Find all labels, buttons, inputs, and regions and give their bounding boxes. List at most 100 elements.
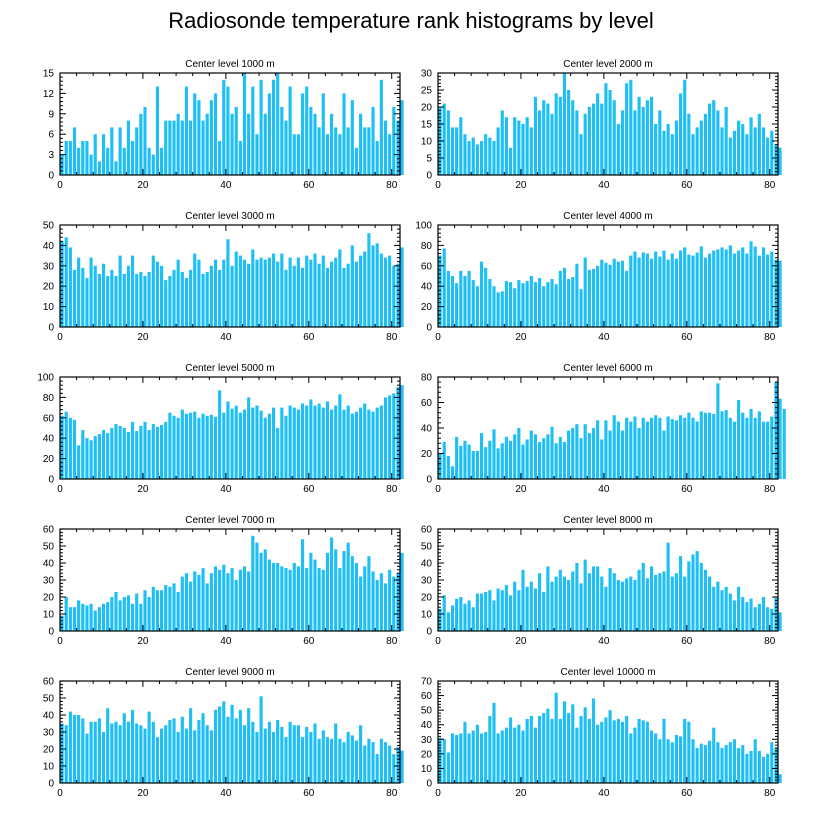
bar bbox=[720, 411, 724, 479]
bar bbox=[691, 134, 695, 175]
bar bbox=[645, 421, 649, 479]
bar bbox=[367, 409, 371, 479]
bar bbox=[620, 260, 625, 327]
bar bbox=[538, 110, 542, 175]
bar bbox=[455, 436, 459, 479]
y-tick-label: 10 bbox=[421, 610, 433, 621]
x-tick-label: 60 bbox=[681, 788, 693, 799]
bar bbox=[683, 576, 687, 631]
bar bbox=[683, 247, 687, 327]
bar bbox=[147, 597, 151, 631]
bar bbox=[766, 254, 770, 327]
bar bbox=[176, 417, 180, 479]
y-tick-label: 10 bbox=[43, 762, 55, 773]
bar bbox=[591, 428, 596, 479]
bar bbox=[379, 253, 383, 327]
bar bbox=[363, 251, 367, 327]
bar bbox=[442, 442, 446, 479]
bar bbox=[645, 578, 649, 631]
bar bbox=[720, 127, 724, 175]
bar bbox=[567, 90, 571, 175]
bar bbox=[496, 733, 500, 783]
bar bbox=[442, 595, 446, 631]
bar bbox=[728, 742, 732, 783]
bar bbox=[761, 756, 766, 783]
bar bbox=[732, 421, 737, 479]
bar bbox=[359, 576, 363, 631]
bar bbox=[388, 569, 392, 631]
bar bbox=[446, 456, 450, 479]
bar bbox=[155, 426, 160, 479]
bar bbox=[143, 590, 147, 631]
bar bbox=[492, 141, 496, 175]
bar bbox=[546, 434, 550, 479]
bar bbox=[757, 603, 761, 631]
bar bbox=[77, 445, 81, 479]
bar bbox=[504, 585, 508, 631]
bar bbox=[712, 250, 716, 327]
y-tick-label: 0 bbox=[426, 475, 432, 486]
bar bbox=[151, 154, 155, 175]
bar bbox=[649, 96, 654, 175]
bar bbox=[296, 257, 300, 327]
bar bbox=[575, 110, 579, 175]
bar bbox=[600, 576, 604, 631]
bar bbox=[525, 439, 529, 479]
bar bbox=[645, 100, 649, 175]
bar bbox=[139, 725, 143, 783]
bar bbox=[728, 593, 732, 631]
bar bbox=[753, 246, 757, 327]
bar bbox=[176, 591, 180, 631]
bar bbox=[554, 576, 558, 631]
bar bbox=[442, 248, 446, 327]
bar bbox=[492, 702, 496, 783]
x-tick-label: 80 bbox=[386, 484, 398, 495]
x-tick-label: 0 bbox=[57, 484, 63, 495]
bar bbox=[60, 415, 64, 479]
bar bbox=[749, 241, 753, 327]
bar bbox=[438, 737, 442, 783]
bar bbox=[321, 730, 325, 783]
bar bbox=[292, 407, 296, 479]
bar bbox=[147, 430, 151, 479]
bar bbox=[625, 417, 629, 479]
bar bbox=[292, 725, 296, 783]
bar bbox=[459, 445, 463, 479]
y-tick-label: 50 bbox=[43, 694, 55, 705]
x-tick-label: 60 bbox=[303, 484, 315, 495]
bar bbox=[101, 430, 106, 479]
bar bbox=[72, 269, 77, 327]
x-tick-label: 40 bbox=[220, 484, 232, 495]
panel-3: Center level 3000 m 0 20 40 60 80 0 10 20 30 40 50 bbox=[43, 211, 404, 343]
bar bbox=[72, 715, 77, 783]
x-tick-label: 0 bbox=[435, 180, 441, 191]
bar bbox=[749, 750, 753, 783]
bar bbox=[575, 263, 579, 327]
bar bbox=[517, 280, 521, 327]
figure-title: Radiosonde temperature rank histograms b… bbox=[168, 8, 654, 33]
bar bbox=[741, 247, 745, 327]
bar bbox=[496, 127, 500, 175]
bar bbox=[321, 255, 325, 327]
bar bbox=[629, 255, 633, 327]
bar bbox=[205, 725, 209, 783]
bar bbox=[517, 428, 521, 479]
bar bbox=[139, 603, 143, 631]
bar bbox=[571, 428, 575, 479]
bar bbox=[168, 720, 172, 783]
bar bbox=[550, 279, 554, 327]
bar bbox=[504, 281, 508, 327]
bar bbox=[492, 429, 496, 479]
x-tick-label: 20 bbox=[137, 484, 149, 495]
panel-7: Center level 7000 m 0 20 40 60 80 0 10 20 30 40 50 6… bbox=[43, 515, 404, 647]
bar bbox=[64, 237, 68, 327]
bar bbox=[538, 442, 542, 479]
bar bbox=[525, 117, 529, 175]
bar bbox=[122, 273, 126, 327]
panel-2: Center level 2000 m 0 20 40 60 80 0 5 10 15 20 25 30 bbox=[421, 59, 782, 191]
bar bbox=[130, 709, 135, 783]
panel-title: Center level 6000 m bbox=[563, 363, 653, 374]
bar bbox=[720, 247, 724, 327]
bar bbox=[400, 100, 404, 175]
bar bbox=[716, 581, 720, 631]
